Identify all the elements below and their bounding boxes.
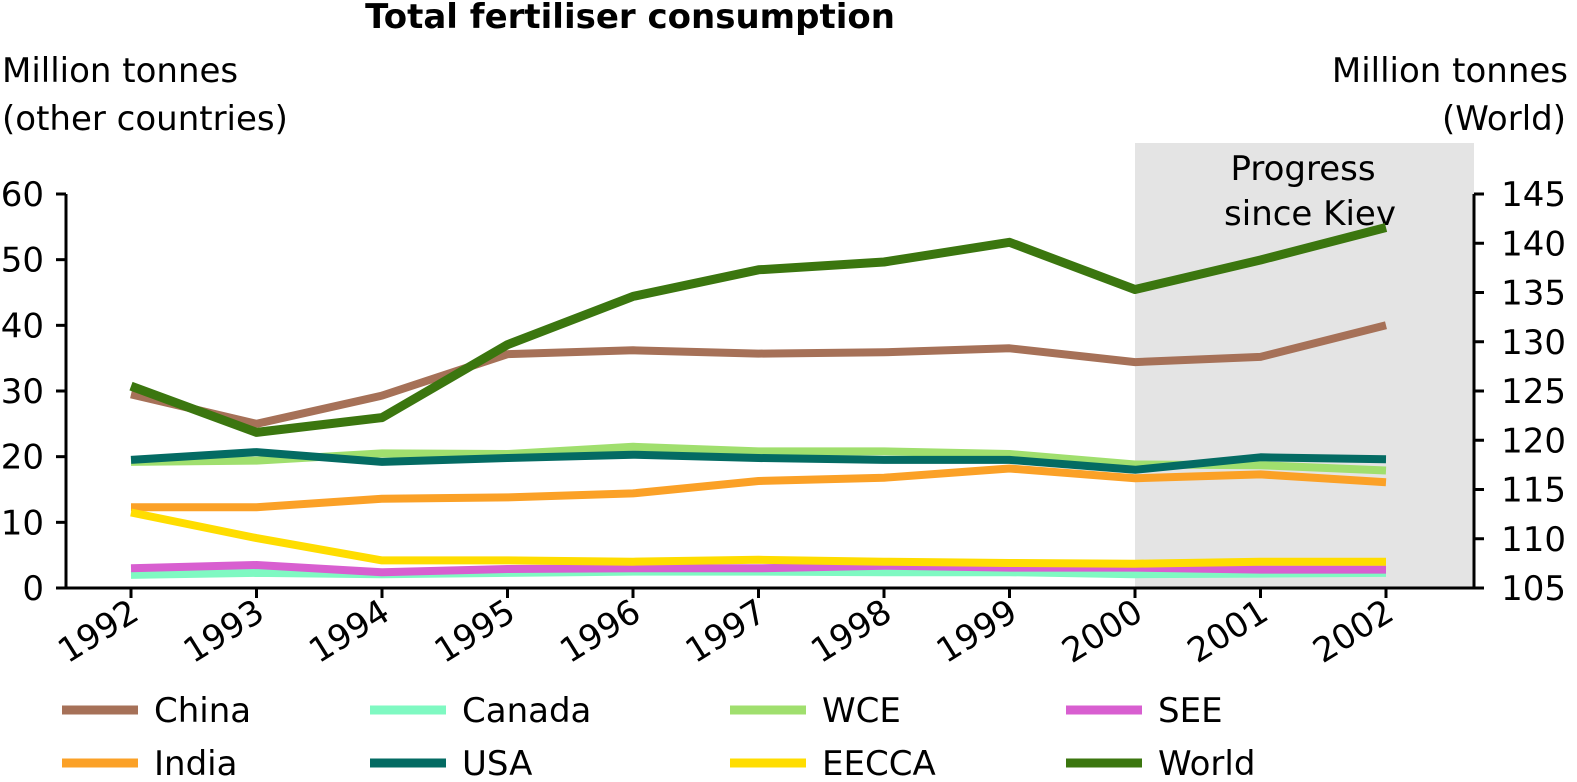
x-tick-label: 1999 [930,592,1025,672]
y-right-tick-label: 115 [1501,471,1566,511]
y-right-tick-label: 120 [1501,421,1566,461]
legend-label-world: World [1158,744,1255,782]
x-tick-label: 1992 [51,592,146,672]
x-tick-label: 1995 [428,592,523,672]
chart-title: Total fertiliser consumption [365,0,895,37]
legend-label-wce: WCE [822,691,901,731]
y-left-tick-label: 50 [1,241,44,281]
y-left-label-line2: (other countries) [2,99,288,139]
legend: China Canada WCE SEE India USA EECCA World [62,691,1255,782]
legend-label-canada: Canada [462,691,591,731]
series-line-india [131,464,1387,512]
series-lines [129,223,1388,579]
y-left-tick-label: 10 [1,503,44,543]
y-left-label-line1: Million tonnes [2,51,238,91]
progress-shaded-region [1135,143,1474,588]
y-right-label-line2: (World) [1442,99,1566,139]
y-right-tick-label: 130 [1501,323,1566,363]
y-right-tick-label: 105 [1501,569,1566,609]
legend-label-eecca: EECCA [822,744,936,782]
y-right-tick-label: 125 [1501,372,1566,412]
series-line-usa [130,448,1387,474]
y-left-tick-label: 30 [1,372,44,412]
series-line-see [130,561,1386,577]
legend-label-india: India [154,744,237,782]
y-right-tick-label: 110 [1501,520,1566,560]
legend-label-see: SEE [1158,691,1223,731]
x-tick-label: 1997 [679,592,774,672]
series-line-eecca [130,508,1386,568]
y-right-label-line1: Million tonnes [1332,51,1568,91]
y-right-tick-label: 140 [1501,224,1566,264]
x-tick-label: 2000 [1055,592,1150,672]
y-left-tick-label: 0 [22,569,44,609]
x-tick-label: 2002 [1306,592,1401,672]
legend-label-usa: USA [462,744,532,782]
annotation-line1: Progress [1230,149,1375,189]
x-tick-label: 1998 [804,592,899,672]
x-tick-label: 2001 [1181,592,1276,672]
legend-label-china: China [154,691,251,731]
y-right-tick-label: 145 [1501,175,1566,215]
x-tick-label: 1993 [177,592,272,672]
y-right-tick-label: 135 [1501,274,1566,314]
y-left-tick-label: 40 [1,306,44,346]
x-tick-label: 1994 [302,592,397,672]
y-left-tick-label: 20 [1,438,44,478]
y-left-tick-label: 60 [1,175,44,215]
x-tick-label: 1996 [553,592,648,672]
annotation-line2: since Kiev [1224,194,1396,234]
series-line-china [130,321,1387,428]
series-line-world [129,223,1388,437]
